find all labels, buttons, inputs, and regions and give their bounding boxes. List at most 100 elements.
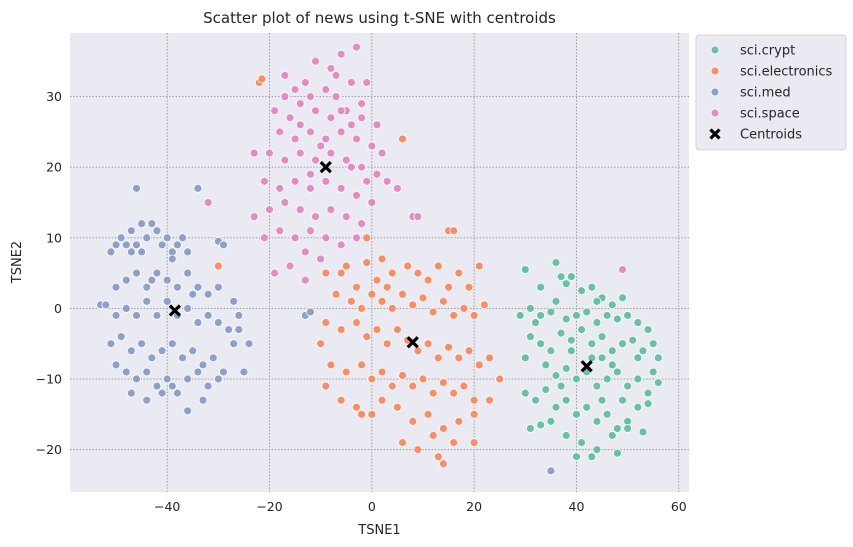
point-sci-med	[546, 466, 556, 476]
point-sci-electronics	[449, 388, 459, 398]
point-sci-med	[183, 303, 193, 313]
point-sci-electronics	[423, 339, 433, 349]
point-sci-electronics	[469, 438, 479, 447]
point-sci-crypt	[592, 381, 602, 391]
point-sci-space	[367, 141, 377, 151]
point-sci-med	[173, 240, 182, 250]
legend-label-centroids: Centroids	[740, 128, 802, 143]
point-sci-electronics	[408, 416, 418, 426]
point-sci-electronics	[495, 374, 505, 384]
point-sci-space	[311, 56, 320, 66]
point-sci-space	[326, 148, 336, 158]
chart-title: Scatter plot of news using t-SNE with ce…	[203, 9, 556, 27]
legend-marker-sci-space	[710, 108, 720, 118]
point-sci-crypt	[602, 409, 612, 419]
point-sci-electronics	[393, 402, 402, 412]
point-sci-crypt	[536, 282, 546, 292]
point-sci-electronics	[474, 261, 484, 271]
point-sci-med	[126, 346, 136, 356]
point-sci-med	[183, 374, 193, 384]
point-sci-electronics	[423, 409, 433, 419]
point-sci-electronics	[428, 431, 438, 440]
point-sci-electronics	[352, 282, 361, 292]
point-sci-electronics	[474, 360, 484, 370]
point-sci-crypt	[607, 300, 617, 310]
point-sci-electronics	[428, 307, 438, 317]
point-sci-crypt	[612, 448, 622, 458]
point-sci-crypt	[648, 339, 658, 349]
point-sci-med	[244, 339, 254, 349]
point-sci-space	[357, 99, 366, 109]
point-sci-electronics	[341, 367, 351, 377]
point-sci-electronics	[408, 381, 418, 391]
point-sci-space	[331, 70, 341, 80]
point-sci-electronics	[367, 289, 377, 299]
point-sci-crypt	[572, 311, 581, 320]
point-sci-electronics	[398, 438, 407, 447]
point-sci-crypt	[592, 445, 602, 455]
y-tick-label: 10	[46, 230, 62, 245]
point-sci-space	[362, 78, 372, 87]
point-sci-crypt	[526, 332, 535, 342]
point-sci-electronics	[479, 300, 489, 310]
point-sci-electronics	[433, 261, 443, 271]
point-sci-electronics	[469, 409, 479, 419]
point-sci-med	[208, 353, 218, 363]
point-sci-med	[132, 374, 141, 384]
legend: sci.crypt sci.electronics sci.med sci.space…	[695, 34, 847, 151]
point-sci-space	[357, 113, 366, 123]
point-sci-crypt	[597, 395, 607, 405]
point-sci-med	[137, 219, 147, 229]
point-sci-electronics	[341, 261, 351, 271]
x-tick-label: −40	[154, 499, 180, 514]
point-sci-med	[142, 282, 152, 292]
point-sci-crypt	[643, 388, 653, 398]
point-sci-med	[229, 296, 239, 306]
point-sci-crypt	[633, 318, 643, 327]
point-sci-crypt	[520, 265, 530, 274]
point-sci-med	[203, 289, 213, 299]
point-sci-electronics	[413, 346, 423, 356]
point-sci-electronics	[459, 303, 469, 313]
point-sci-crypt	[618, 339, 627, 349]
point-sci-med	[111, 240, 121, 250]
point-sci-med	[157, 346, 167, 356]
point-sci-electronics	[433, 452, 443, 462]
legend-label-sci-crypt: sci.crypt	[740, 44, 795, 59]
point-sci-space	[295, 205, 305, 214]
point-sci-space	[352, 42, 361, 52]
point-sci-space	[275, 183, 285, 193]
point-sci-crypt	[623, 424, 633, 433]
point-sci-space	[331, 92, 341, 101]
point-sci-med	[132, 240, 141, 250]
point-sci-space	[290, 134, 300, 144]
point-sci-med	[188, 346, 198, 356]
point-sci-med	[147, 353, 157, 363]
point-sci-space	[352, 233, 361, 243]
point-sci-med	[213, 282, 223, 292]
point-sci-crypt	[618, 293, 627, 303]
point-sci-electronics	[382, 339, 392, 349]
point-sci-crypt	[653, 378, 663, 387]
point-sci-space	[336, 49, 346, 59]
point-sci-crypt	[566, 272, 576, 282]
point-sci-space	[306, 127, 315, 137]
point-sci-med	[183, 406, 193, 416]
point-sci-med	[229, 339, 239, 349]
point-sci-space	[306, 92, 315, 101]
point-sci-med	[111, 360, 121, 370]
point-sci-electronics	[398, 371, 407, 380]
point-sci-med	[147, 219, 157, 229]
point-sci-crypt	[643, 399, 653, 409]
point-sci-med	[132, 311, 141, 320]
point-sci-electronics	[408, 300, 418, 310]
point-sci-med	[213, 318, 223, 327]
point-sci-space	[259, 176, 269, 186]
point-sci-electronics	[357, 409, 366, 419]
point-sci-electronics	[357, 360, 366, 370]
point-sci-crypt	[551, 258, 561, 267]
point-sci-crypt	[551, 371, 561, 380]
point-sci-med	[106, 339, 116, 349]
point-sci-crypt	[577, 438, 586, 447]
